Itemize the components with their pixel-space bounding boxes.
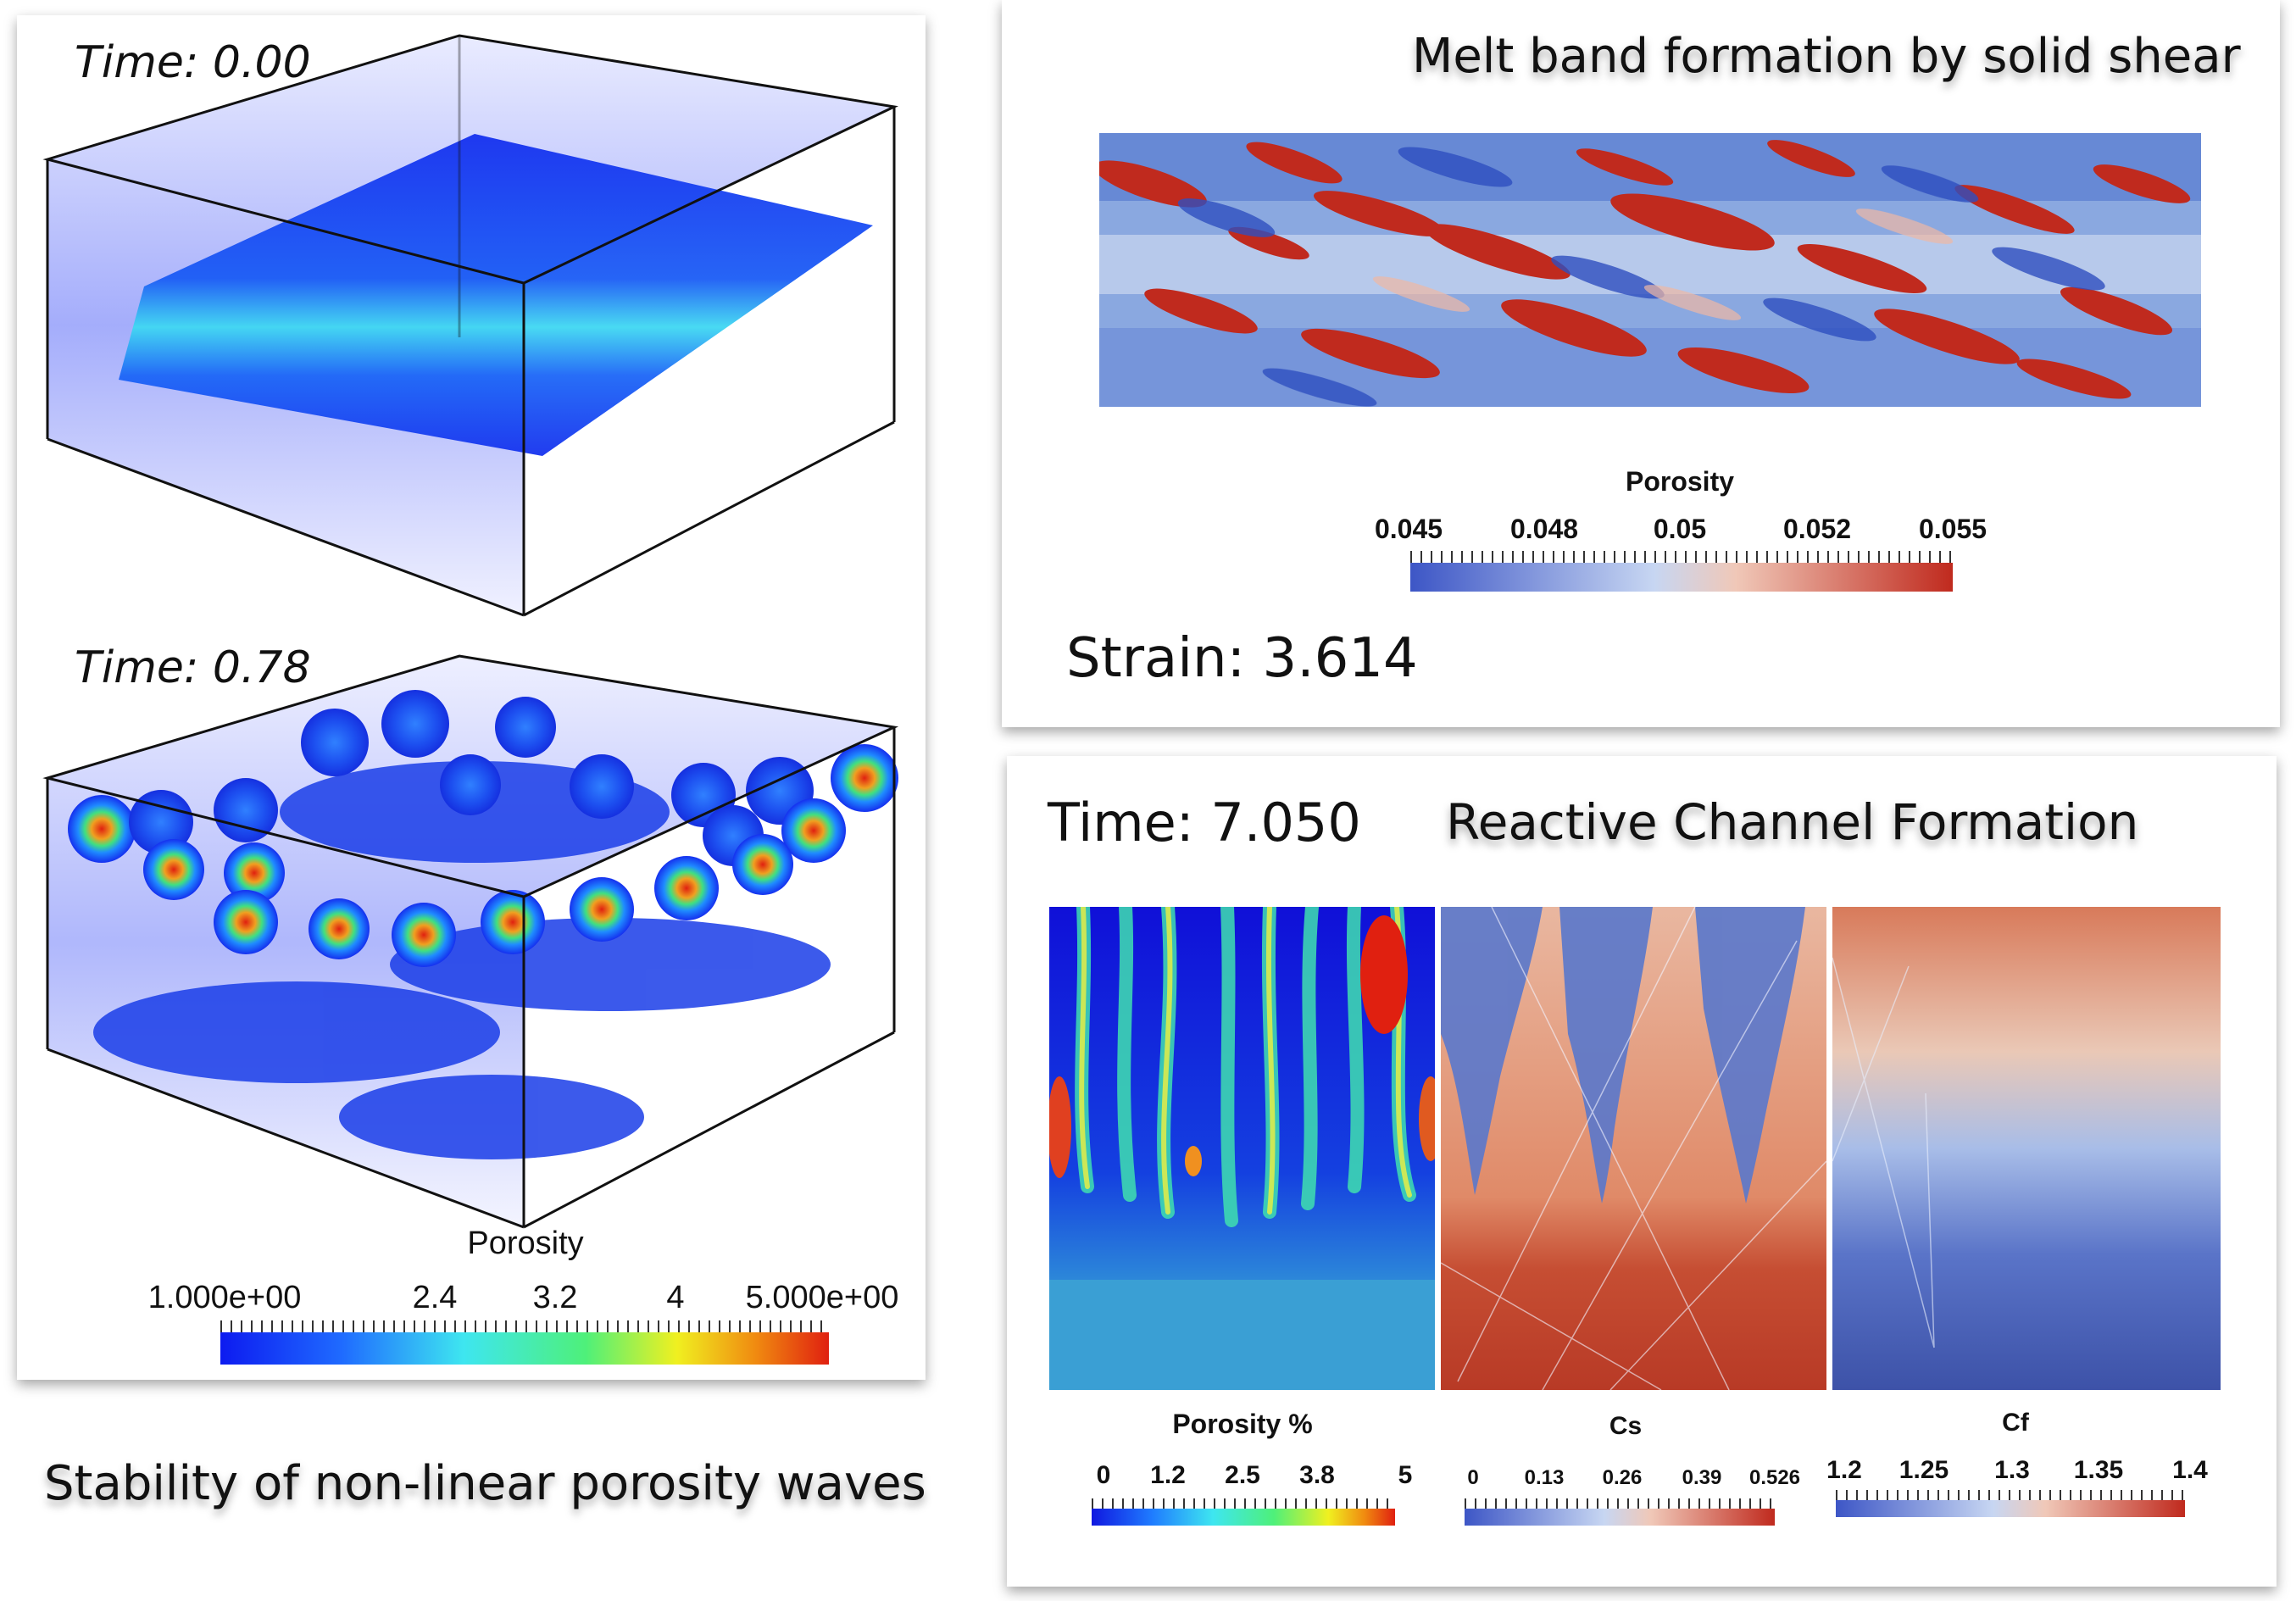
colorbar-tick: 0: [1467, 1466, 1479, 1489]
porosity-colorbar-title: Porosity: [467, 1226, 584, 1261]
colorbar-tick: 1.4: [2172, 1456, 2208, 1484]
colorbar-tick: 0.05: [1653, 514, 1707, 544]
porosity-cube-evolved: [42, 654, 899, 1229]
colorbar-tick: 5: [1398, 1461, 1413, 1489]
colorbar-tick: 0.526: [1748, 1466, 1801, 1489]
colorbar-tick: 1.3: [1994, 1456, 2030, 1484]
time-label-top: Time: 0.00: [75, 37, 311, 88]
colorbar-tick: 0.052: [1782, 514, 1852, 544]
strain-label: Strain: 3.614: [1066, 627, 1418, 690]
porosity-waves-caption: Stability of non-linear porosity waves: [44, 1456, 926, 1511]
melt-band-panel: Melt band formation by solid shear: [1002, 0, 2280, 727]
cf-colorbar: [1836, 1500, 2185, 1517]
colorbar-tick: 0.045: [1374, 514, 1443, 544]
melt-band-title: Melt band formation by solid shear: [1412, 29, 2241, 84]
shear-colorbar-title: Porosity: [1625, 466, 1735, 497]
colorbar-tick: 3.8: [1299, 1461, 1335, 1489]
porosity-percent-colorbar: [1092, 1509, 1395, 1526]
porosity-colorbar-tickmarks: [220, 1320, 829, 1332]
cs-colorbar: [1465, 1509, 1775, 1526]
colorbar-tick: 0.13: [1524, 1466, 1565, 1489]
cs-tickmarks: [1465, 1498, 1775, 1509]
colorbar-tick: 1.35: [2073, 1456, 2124, 1484]
colorbar-tick: 2.5: [1225, 1461, 1260, 1489]
porosity-wave-panel: Time: 0.00: [17, 15, 926, 1380]
colorbar-tick: 2.4: [412, 1280, 458, 1315]
colorbar-tick: 1.25: [1899, 1456, 1949, 1484]
reactive-time-label: Time: 7.050: [1048, 792, 1361, 853]
cf-tickmarks: [1836, 1490, 2185, 1500]
shear-colorbar: [1410, 563, 1953, 592]
colorbar-tick: 0.048: [1509, 514, 1579, 544]
reactive-title: Reactive Channel Formation: [1446, 793, 2139, 851]
colorbar-tick: 0.39: [1682, 1466, 1722, 1489]
colorbar-tick: 4: [666, 1280, 685, 1315]
cs-title: Cs: [1609, 1412, 1643, 1440]
cf-field: [1832, 907, 2221, 1390]
reactive-channel-panel: Time: 7.050 Reactive Channel Formation: [1007, 756, 2277, 1587]
colorbar-tick: 1.2: [1826, 1456, 1862, 1484]
time-label-bottom: Time: 0.78: [75, 642, 311, 693]
porosity-field: [1049, 907, 1435, 1390]
shear-colorbar-tickmarks: [1410, 551, 1953, 563]
colorbar-tick: 3.2: [532, 1280, 578, 1315]
colorbar-tick: 5.000e+00: [745, 1280, 899, 1315]
colorbar-tick: 0: [1096, 1461, 1111, 1489]
porosity-colorbar: [220, 1332, 829, 1365]
cs-field: [1441, 907, 1826, 1390]
cf-title: Cf: [2002, 1409, 2029, 1437]
porosity-cube-initial: [42, 34, 898, 617]
colorbar-tick: 0.26: [1602, 1466, 1643, 1489]
colorbar-tick: 1.000e+00: [147, 1280, 302, 1315]
porosity-percent-tickmarks: [1092, 1498, 1395, 1509]
melt-band-field: [1099, 133, 2201, 407]
porosity-percent-title: Porosity %: [1172, 1409, 1313, 1439]
colorbar-tick: 1.2: [1150, 1461, 1186, 1489]
colorbar-tick: 0.055: [1918, 514, 1987, 544]
